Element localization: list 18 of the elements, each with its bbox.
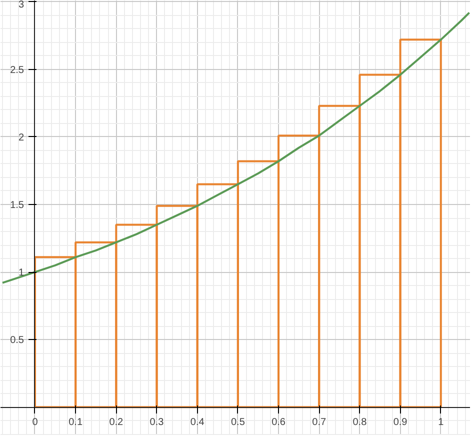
x-tick-label: 0.1 bbox=[68, 417, 83, 428]
x-tick-label: 0 bbox=[32, 417, 38, 428]
x-tick-label: 0.8 bbox=[352, 417, 368, 428]
x-tick-label: 0.7 bbox=[312, 417, 326, 428]
line-series bbox=[2, 12, 470, 284]
x-tick-label: 0.2 bbox=[109, 417, 124, 428]
y-tick-label: 3 bbox=[18, 0, 24, 10]
y-tick-label: 2.5 bbox=[10, 64, 24, 76]
x-tick-label: 0.4 bbox=[190, 417, 205, 428]
y-tick-label: 1.5 bbox=[10, 200, 24, 211]
x-tick-label: 0.5 bbox=[230, 417, 246, 428]
y-tick-label: 0.5 bbox=[10, 335, 24, 346]
y-tick-label: 2 bbox=[18, 132, 24, 144]
y-tick-label: 1 bbox=[18, 268, 24, 279]
x-tick-label: 1 bbox=[438, 417, 444, 428]
x-tick-label: 0.9 bbox=[393, 417, 408, 428]
x-tick-label: 0.6 bbox=[272, 417, 286, 428]
x-tick-label: 0.3 bbox=[150, 417, 164, 428]
